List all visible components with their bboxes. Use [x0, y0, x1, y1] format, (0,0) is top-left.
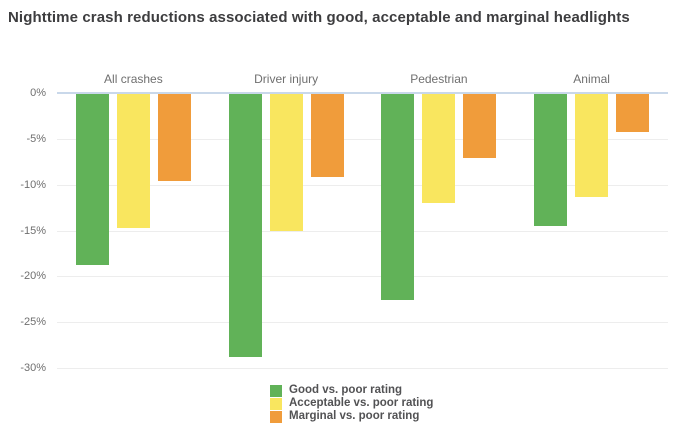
legend: Good vs. poor rating Acceptable vs. poor …: [270, 384, 433, 423]
gridline: [57, 184, 668, 186]
bar-acceptable-driver-injury: [269, 94, 303, 231]
y-tick-label: -25%: [20, 316, 46, 329]
gridline: [57, 138, 668, 140]
legend-label: Good vs. poor rating: [289, 384, 403, 396]
y-tick-label: 0%: [30, 87, 46, 99]
bar-marginal-all-crashes: [157, 94, 191, 181]
legend-swatch-icon: [270, 397, 282, 410]
y-tick-label: -30%: [20, 362, 46, 374]
bar-marginal-driver-injury: [310, 94, 344, 178]
bar-good-animal: [534, 94, 568, 226]
y-tick-label: -5%: [26, 132, 46, 145]
category-label-animal: Animal: [573, 72, 610, 86]
legend-item-acceptable: Acceptable vs. poor rating: [270, 397, 433, 410]
bar-acceptable-pedestrian: [422, 94, 456, 203]
legend-label: Marginal vs. poor rating: [289, 410, 420, 422]
bar-acceptable-all-crashes: [116, 94, 150, 228]
legend-swatch-icon: [270, 384, 282, 397]
bar-good-pedestrian: [381, 94, 415, 301]
zero-axis-line: [57, 92, 668, 94]
bar-marginal-animal: [616, 94, 650, 132]
bar-acceptable-animal: [575, 94, 609, 197]
gridline: [57, 368, 668, 369]
y-tick-label: -15%: [20, 224, 46, 237]
bar-marginal-pedestrian: [463, 94, 497, 159]
gridline: [57, 230, 668, 232]
legend-label: Acceptable vs. poor rating: [289, 397, 434, 409]
legend-item-good: Good vs. poor rating: [270, 384, 433, 397]
legend-swatch-icon: [270, 410, 282, 423]
category-label-driver-injury: Driver injury: [254, 72, 319, 86]
gridline: [57, 322, 668, 324]
y-tick-label: -10%: [20, 178, 46, 191]
legend-item-marginal: Marginal vs. poor rating: [270, 410, 433, 423]
chart-title: Nighttime crash reductions associated wi…: [8, 9, 630, 26]
gridline: [57, 276, 668, 278]
y-tick-label: -20%: [20, 270, 46, 283]
bar-good-all-crashes: [75, 94, 109, 266]
category-label-pedestrian: Pedestrian: [410, 72, 468, 86]
category-label-all-crashes: All crashes: [104, 72, 163, 86]
bar-good-driver-injury: [228, 94, 262, 357]
